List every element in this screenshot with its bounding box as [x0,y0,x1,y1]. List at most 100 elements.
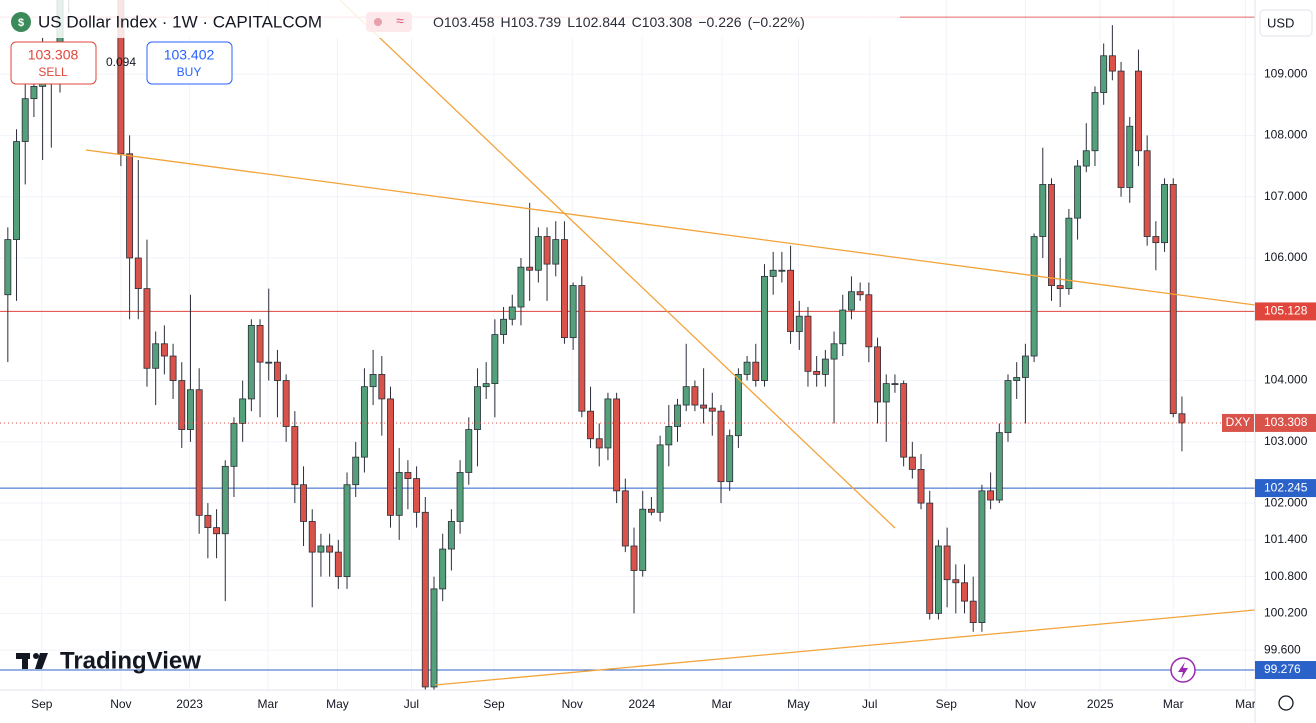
candle-body [526,266,534,271]
buy-box[interactable] [146,41,233,85]
candle-body [187,389,194,430]
logo-shape [33,653,39,659]
y-tick-label: 102.000 [1264,495,1308,509]
candle-body [787,269,795,332]
logo-shape [35,653,48,669]
candle-body [848,291,855,311]
candle-body [282,380,290,427]
currency-button[interactable] [1259,9,1313,37]
candle-body [630,545,638,571]
candle-body [30,86,38,100]
candle-body [413,478,421,513]
buy-button[interactable]: 103.402 BUY [146,41,233,85]
candle-body [160,343,168,357]
candle-body [908,456,916,470]
x-tick-label: May [787,697,810,711]
candle-body [639,508,647,571]
candle-body [674,404,681,427]
candle-body [595,438,603,449]
candle-body [821,358,829,375]
candle-body [743,361,751,375]
x-tick-label: Nov [1015,697,1036,711]
candle-body [152,343,160,369]
candle-body [613,398,621,492]
candle-body [343,484,351,578]
y-tick-label: 104.000 [1264,373,1308,387]
x-tick-label: Mar [258,697,279,711]
candle-body [474,386,481,430]
candle-body [1013,377,1021,381]
price-tag-label: 103.308 [1264,415,1308,429]
candle-body [1004,380,1012,434]
symbol-icon-glyph: $ [18,17,24,29]
alert-glyph [1178,662,1188,679]
legend-item: O103.458 [433,14,495,30]
candle-body [291,426,299,486]
x-tick-label: Nov [562,697,583,711]
sell-button[interactable]: 103.308 SELL [10,41,97,85]
candle-body [265,361,273,364]
brand: TradingView [60,647,201,674]
symbol-tag-label: DXY [1226,415,1251,429]
spread: 0.094 [106,55,136,69]
candle-body [21,98,29,142]
candle-body [439,548,447,590]
candle-body [134,257,142,290]
x-tick-label: Mar [1235,697,1256,711]
x-tick-label: Sep [31,697,53,711]
candle-body [926,502,934,614]
x-tick-label: 2024 [628,697,655,711]
candle-body [700,404,708,409]
candle-body [726,435,734,483]
candle-body [1039,184,1047,237]
price-tag-label: 99.276 [1264,662,1301,676]
ohlc-legend: O103.458 H103.739 L102.844 C103.308 −0.226 (−… [433,14,805,30]
price-tag [1255,661,1316,680]
header-bg [0,0,900,38]
candle-body [352,456,360,486]
trendline [434,609,1255,686]
candle-body [604,398,612,449]
settings-icon[interactable] [1278,695,1294,711]
candle-body [761,275,768,381]
candle-body [682,386,690,406]
grid [0,0,1255,690]
candle-body [891,383,899,386]
price-tag [1255,302,1316,321]
candle-body [221,465,229,535]
candle-body [987,490,995,501]
y-tick-label: 109.000 [1264,66,1308,80]
candle-body [334,551,342,578]
candle-body [482,383,490,388]
candle-body [143,288,151,369]
candle-body [230,423,238,467]
candle-body [952,579,960,584]
x-tick-label: May [326,697,349,711]
y-tick-label: 106.000 [1264,250,1308,264]
y-tick-label: 100.200 [1264,606,1308,620]
candle-body [1135,70,1142,152]
trendline [85,149,1255,306]
status-badge[interactable] [366,12,412,32]
candle-body [430,588,438,688]
candle-body [882,383,890,403]
y-tick-label: 100.800 [1264,569,1308,583]
candle-body [213,527,221,535]
price-tag [1255,413,1316,432]
buy-label: BUY [177,65,202,79]
sell-box[interactable] [10,41,97,85]
candle-body [917,468,925,504]
candle-body [856,291,864,296]
candle-body [1152,236,1160,244]
candle-body [969,600,977,623]
candle-body [195,389,203,516]
candle-body [813,370,821,375]
trendlines [85,0,1255,686]
candle-body [830,343,838,360]
candle-body [404,472,412,479]
candle-body [804,315,812,372]
candle-body [1091,92,1099,152]
price-axis: 109.000 108.000 107.000 106.000 104.000 103.0… [1264,66,1308,656]
candle-body [587,410,594,440]
logo-shape [22,653,28,669]
